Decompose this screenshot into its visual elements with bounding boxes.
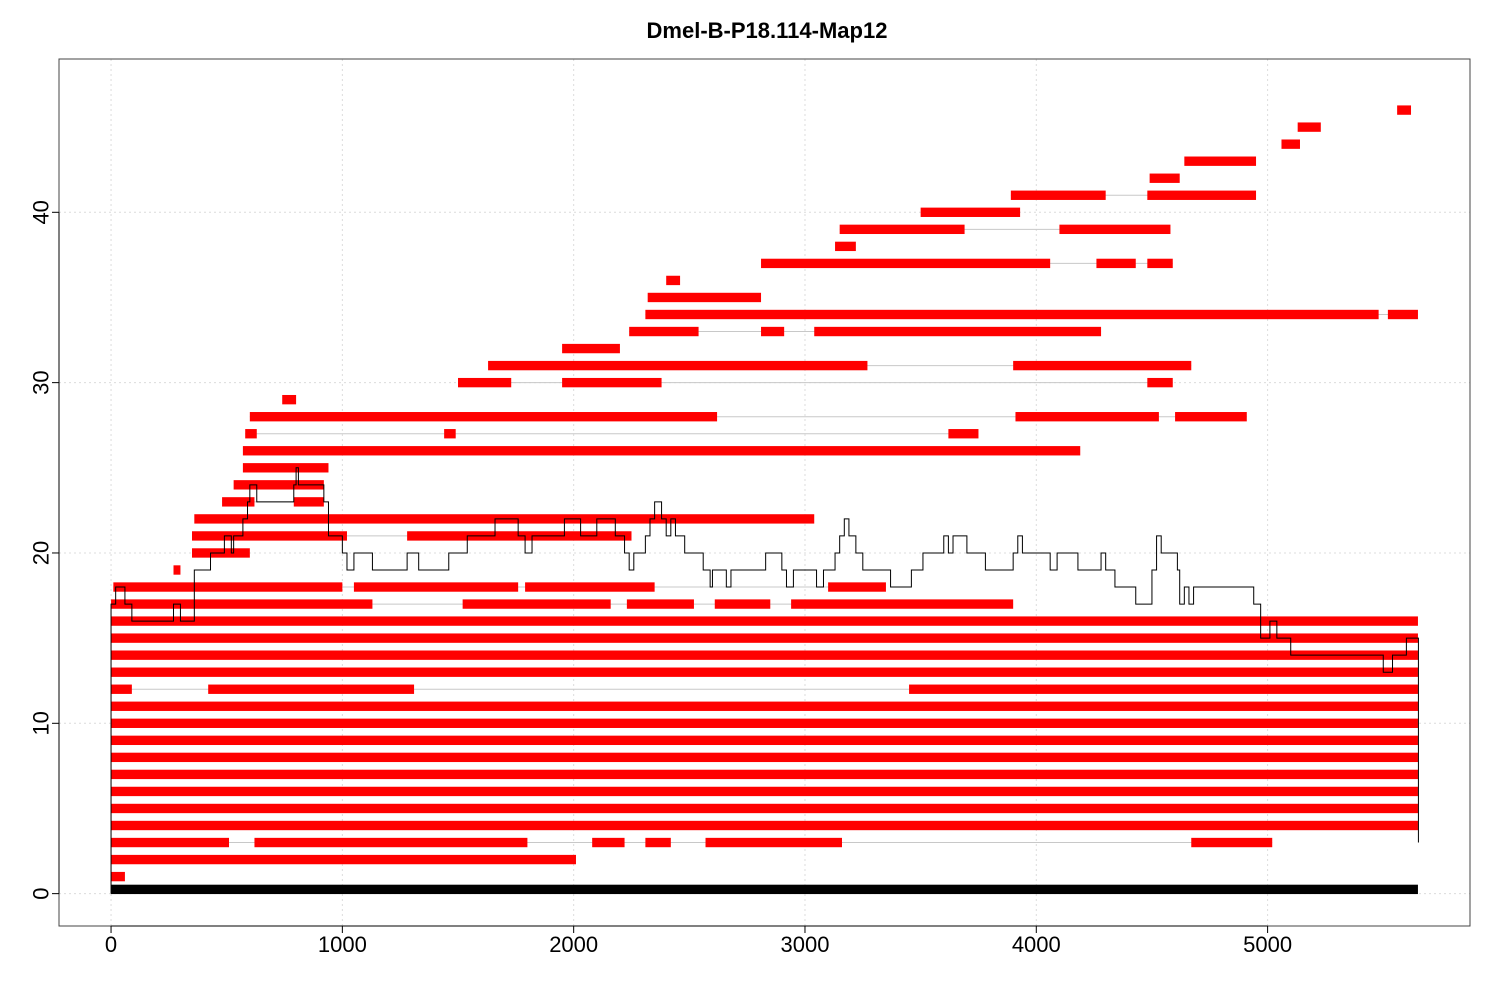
segment-bar [666,275,681,286]
segment-bar [111,803,1418,814]
segment-bar [1397,105,1412,115]
segment-bar [828,582,886,592]
segment-bar [645,309,1379,320]
segment-bar [444,429,456,439]
y-tick-label: 0 [29,888,54,900]
segment-bar [245,429,257,439]
reference-bar-group [111,884,1418,895]
segment-bar [629,326,699,337]
x-tick-label: 0 [105,932,117,957]
segment-bar [111,650,1418,660]
segment-bar [233,480,324,490]
segment-bar [761,326,785,337]
segment-bar [791,599,1014,609]
coverage-line [110,467,1419,894]
x-tick-label: 3000 [781,932,830,957]
segment-bar [1147,377,1173,388]
segment-bar [1010,190,1106,200]
segment-bar [242,446,1081,456]
segment-bar [920,207,1021,217]
y-axis: 0 10 20 30 40 [29,200,60,900]
segment-bar [1191,837,1273,848]
segment-bar [1147,190,1257,200]
segment-bar [1015,412,1159,422]
mapped-segments [111,105,1418,882]
segment-bar [353,582,519,592]
segment-bar [111,633,1418,643]
segment-bar [111,599,373,609]
segment-bar [293,497,324,507]
segment-bar [1096,258,1136,269]
segment-bar [647,292,762,303]
segment-bar [282,394,297,405]
reference-bar [111,884,1418,895]
segment-bar [592,837,625,848]
x-tick-label: 4000 [1012,932,1061,957]
segment-bar [111,837,230,848]
y-tick-label: 10 [29,711,54,735]
segment-bar [111,616,1418,626]
segment-bar [192,531,347,541]
chart-title: Dmel-B-P18.114-Map12 [647,18,888,43]
segment-bar [111,667,1418,677]
segment-bar [525,582,655,592]
segment-bar [948,429,979,439]
y-tick-label: 30 [29,370,54,394]
segment-bar [1147,258,1173,269]
segment-bar [562,377,662,388]
segment-bar [714,599,771,609]
x-tick-label: 2000 [549,932,598,957]
segment-bar [1059,224,1171,235]
segment-bar [111,701,1418,711]
segment-bar [111,684,132,694]
segment-bar [814,326,1102,337]
segment-bar [242,463,329,473]
segment-bar [1184,156,1257,166]
segment-bar [1149,173,1180,183]
y-tick-label: 20 [29,541,54,565]
segment-bar [835,241,856,252]
segment-bar [111,735,1418,746]
segment-bar [111,718,1418,728]
segment-bar [839,224,965,235]
segment-bar [562,343,620,354]
segment-bar [1297,122,1321,132]
x-axis: 0 1000 2000 3000 4000 5000 [105,925,1292,957]
segment-bar [111,752,1418,763]
segment-bar [111,854,576,865]
segment-bar [254,837,528,848]
segment-bar [1013,360,1192,371]
segment-bar [458,377,512,388]
segment-bar [249,412,718,422]
segment-bar [761,258,1051,269]
x-tick-label: 1000 [318,932,367,957]
segment-bar [909,684,1418,694]
segment-bar [173,565,181,575]
segment-bar [111,769,1418,780]
segment-bar [208,684,415,694]
segment-bar [1387,309,1418,320]
segment-bar [1281,139,1300,149]
segment-bar [488,360,868,371]
segment-bar [113,582,343,592]
segment-bar [626,599,694,609]
segment-bar [1175,412,1247,422]
coverage-line-group [110,467,1419,894]
segment-bar [222,497,255,507]
segment-bar [111,820,1418,831]
segment-bar [645,837,671,848]
segment-bar [705,837,842,848]
x-tick-label: 5000 [1243,932,1292,957]
y-tick-label: 40 [29,200,54,224]
segment-bar [111,786,1418,797]
segment-bar [111,871,125,882]
segment-bar [462,599,611,609]
